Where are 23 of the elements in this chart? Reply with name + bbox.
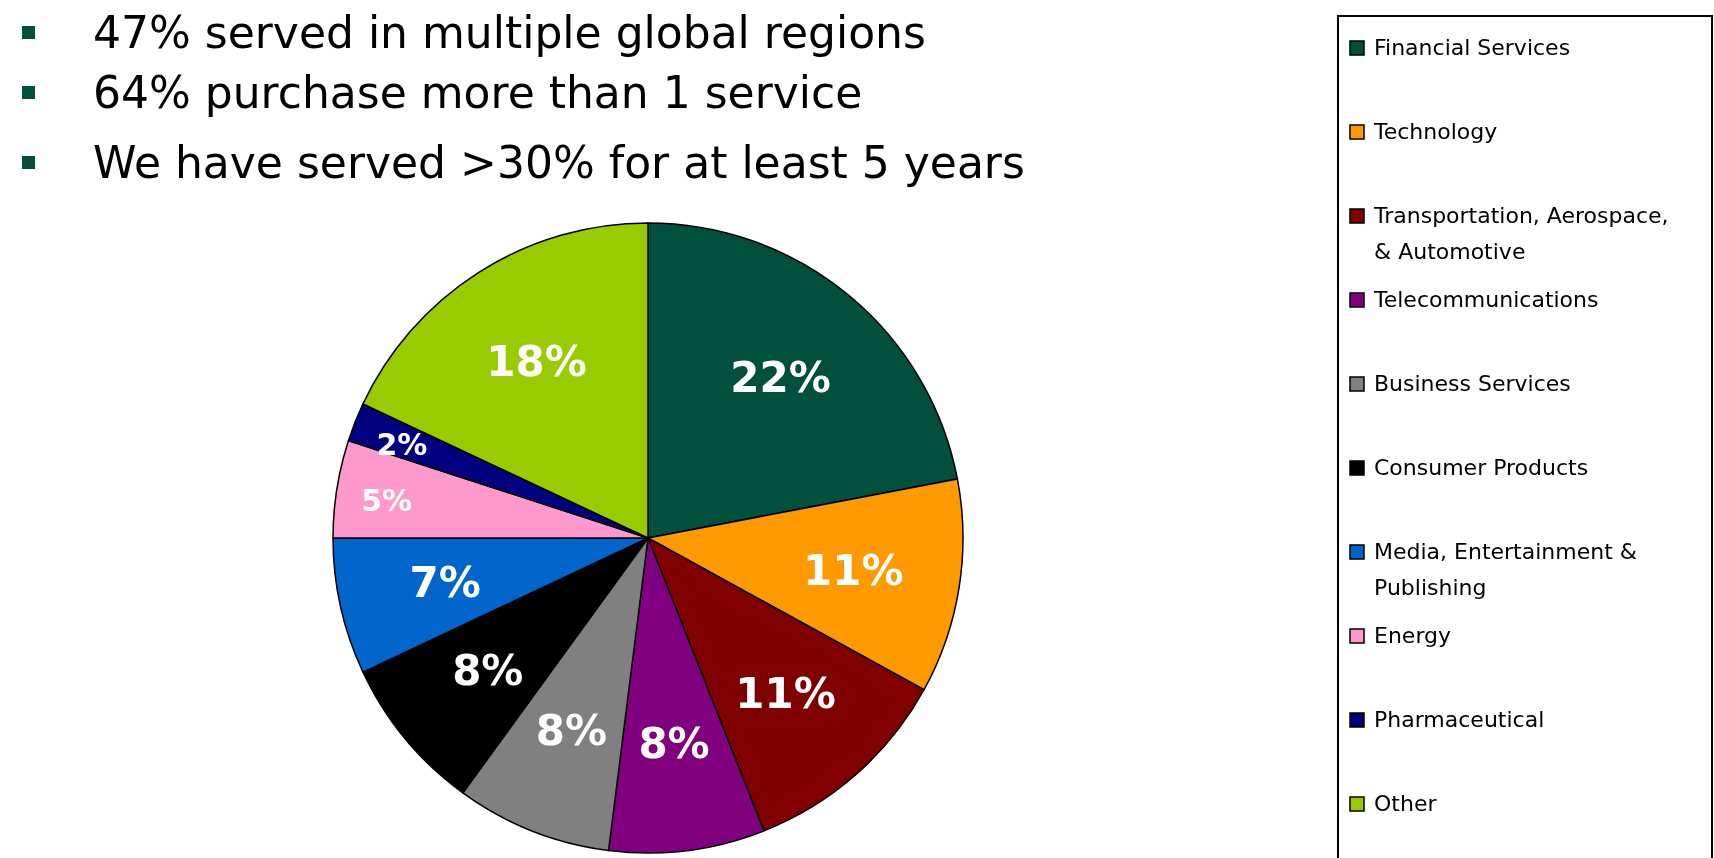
data-label: 8% xyxy=(452,645,524,695)
data-label: 5% xyxy=(361,482,413,518)
data-label: 11% xyxy=(735,668,836,718)
data-label: 8% xyxy=(535,706,608,756)
legend-label: Telecommunications xyxy=(1373,287,1599,312)
data-label: 2% xyxy=(376,426,428,462)
data-label: 11% xyxy=(803,545,904,595)
text: 47% served in multiple global regions xyxy=(93,7,926,58)
text: 64% purchase more than 1 service xyxy=(93,67,863,118)
legend-label: Transportation, Aerospace, & Automotive xyxy=(1373,203,1669,264)
legend-label: Media, Entertainment & Publishing xyxy=(1374,539,1637,600)
legend-label: Consumer Products xyxy=(1374,455,1589,480)
legend-label: Business Services xyxy=(1374,371,1571,396)
data-label: 8% xyxy=(638,719,710,769)
legend-label: Other xyxy=(1374,791,1438,816)
data-label: 7% xyxy=(409,558,481,608)
legend-label: Pharmaceutical xyxy=(1374,707,1545,732)
text: We have served >30% for at least 5 years xyxy=(93,137,1025,188)
legend-label: Technology xyxy=(1373,119,1498,144)
data-label: 18% xyxy=(486,337,587,387)
legend-label: Energy xyxy=(1374,623,1452,648)
data-label: 22% xyxy=(730,352,831,402)
legend-label: Financial Services xyxy=(1374,35,1571,60)
